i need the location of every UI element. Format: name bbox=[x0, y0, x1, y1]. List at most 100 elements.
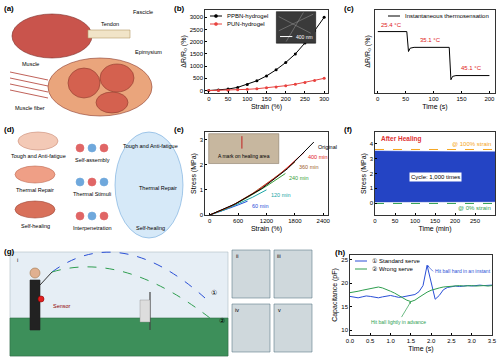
svg-text:25: 25 bbox=[341, 257, 348, 263]
svg-text:Cycle: 1,000 times: Cycle: 1,000 times bbox=[411, 174, 460, 180]
svg-text:500: 500 bbox=[193, 75, 204, 81]
svg-text:Time (min): Time (min) bbox=[418, 225, 451, 233]
svg-text:(c): (c) bbox=[344, 4, 354, 13]
svg-text:Thermal Stimuli: Thermal Stimuli bbox=[73, 191, 111, 197]
svg-text:50: 50 bbox=[225, 96, 232, 102]
svg-text:45.1 °C: 45.1 °C bbox=[461, 65, 482, 71]
svg-text:Tough and Anti-fatigue: Tough and Anti-fatigue bbox=[11, 153, 66, 159]
svg-text:150: 150 bbox=[457, 96, 468, 102]
svg-text:1.5: 1.5 bbox=[407, 338, 416, 344]
svg-text:200: 200 bbox=[484, 96, 495, 102]
svg-text:300: 300 bbox=[319, 96, 330, 102]
svg-text:50: 50 bbox=[402, 96, 409, 102]
svg-text:100: 100 bbox=[242, 96, 253, 102]
svg-text:Self-assembly: Self-assembly bbox=[75, 157, 110, 163]
svg-text:(g): (g) bbox=[4, 247, 15, 256]
svg-text:Strain (%): Strain (%) bbox=[251, 103, 282, 111]
svg-text:100: 100 bbox=[410, 218, 421, 224]
svg-text:1: 1 bbox=[200, 187, 204, 193]
svg-text:(d): (d) bbox=[4, 125, 15, 134]
svg-text:240 min: 240 min bbox=[289, 175, 309, 181]
svg-text:600: 600 bbox=[233, 218, 244, 224]
svg-text:1.0: 1.0 bbox=[386, 338, 395, 344]
svg-text:3: 3 bbox=[200, 137, 204, 143]
svg-text:Stress (MPa): Stress (MPa) bbox=[360, 153, 368, 194]
svg-text:PPBN-hydrogel: PPBN-hydrogel bbox=[227, 13, 268, 19]
svg-text:1: 1 bbox=[370, 185, 374, 191]
svg-text:ii: ii bbox=[236, 253, 238, 259]
svg-text:Time (s): Time (s) bbox=[422, 103, 447, 111]
svg-text:0: 0 bbox=[207, 96, 211, 102]
svg-text:Thermal Repair: Thermal Repair bbox=[139, 185, 177, 191]
svg-text:20: 20 bbox=[341, 280, 348, 286]
svg-text:2000: 2000 bbox=[190, 39, 204, 45]
svg-text:Thermal Repair: Thermal Repair bbox=[16, 187, 54, 193]
svg-text:400 min: 400 min bbox=[308, 154, 328, 160]
svg-text:3000: 3000 bbox=[190, 14, 204, 20]
svg-text:①: ① bbox=[211, 289, 217, 296]
svg-text:50: 50 bbox=[392, 218, 399, 224]
svg-text:35.1 °C: 35.1 °C bbox=[420, 37, 441, 43]
svg-text:Self-healing: Self-healing bbox=[21, 223, 50, 229]
svg-text:0: 0 bbox=[373, 218, 377, 224]
svg-text:iv: iv bbox=[235, 307, 239, 313]
svg-text:iii: iii bbox=[277, 253, 281, 259]
svg-text:100: 100 bbox=[429, 96, 440, 102]
svg-text:4: 4 bbox=[370, 141, 374, 147]
svg-text:(b): (b) bbox=[174, 4, 185, 13]
svg-text:A mark on healing area: A mark on healing area bbox=[218, 153, 270, 159]
svg-text:0: 0 bbox=[376, 96, 380, 102]
svg-text:Fascicle: Fascicle bbox=[133, 9, 153, 15]
svg-text:250: 250 bbox=[470, 218, 481, 224]
svg-text:ΔR/R₀ (%): ΔR/R₀ (%) bbox=[364, 35, 372, 67]
svg-text:250: 250 bbox=[300, 96, 311, 102]
svg-text:(h): (h) bbox=[335, 248, 346, 257]
svg-text:Tendon: Tendon bbox=[101, 21, 119, 27]
svg-text:(e): (e) bbox=[174, 125, 184, 134]
svg-text:Muscle: Muscle bbox=[22, 61, 39, 67]
svg-text:1000: 1000 bbox=[190, 63, 204, 69]
svg-text:15: 15 bbox=[341, 304, 348, 310]
svg-text:Tough and Anti-fatigue: Tough and Anti-fatigue bbox=[123, 143, 178, 149]
svg-text:Epimysium: Epimysium bbox=[135, 49, 162, 55]
svg-text:120 min: 120 min bbox=[271, 192, 291, 198]
svg-text:2.5: 2.5 bbox=[447, 338, 456, 344]
svg-text:Self-healing: Self-healing bbox=[136, 225, 165, 231]
svg-text:10: 10 bbox=[341, 327, 348, 333]
svg-text:0.5: 0.5 bbox=[366, 338, 375, 344]
svg-text:@ 0% strain: @ 0% strain bbox=[458, 205, 491, 211]
svg-text:0: 0 bbox=[200, 212, 204, 218]
svg-text:0: 0 bbox=[208, 218, 212, 224]
svg-text:1500: 1500 bbox=[190, 51, 204, 57]
svg-text:Time (s): Time (s) bbox=[408, 345, 433, 353]
svg-text:After Healing: After Healing bbox=[381, 135, 421, 143]
svg-text:② Wrong serve: ② Wrong serve bbox=[372, 266, 414, 272]
svg-text:2500: 2500 bbox=[190, 27, 204, 33]
svg-text:0: 0 bbox=[200, 88, 204, 94]
svg-text:Muscle fiber: Muscle fiber bbox=[15, 105, 45, 111]
svg-text:Capacitance (pF): Capacitance (pF) bbox=[331, 268, 339, 322]
svg-text:150: 150 bbox=[430, 218, 441, 224]
svg-text:Stress (MPa): Stress (MPa) bbox=[190, 153, 198, 194]
svg-text:2.0: 2.0 bbox=[427, 338, 436, 344]
svg-text:60 min: 60 min bbox=[252, 203, 269, 209]
svg-text:Hit ball hard in an instant: Hit ball hard in an instant bbox=[435, 268, 491, 274]
svg-text:(f): (f) bbox=[344, 125, 352, 134]
svg-text:②: ② bbox=[219, 317, 225, 324]
svg-text:Strain (%): Strain (%) bbox=[251, 225, 282, 233]
svg-text:0.0: 0.0 bbox=[346, 338, 355, 344]
svg-text:0: 0 bbox=[370, 200, 374, 206]
svg-text:Instantaneous thermosensation: Instantaneous thermosensation bbox=[405, 13, 489, 19]
svg-text:3: 3 bbox=[370, 156, 374, 162]
svg-text:2400: 2400 bbox=[317, 218, 331, 224]
svg-text:ΔR/R₀ (%): ΔR/R₀ (%) bbox=[180, 35, 188, 67]
svg-text:1800: 1800 bbox=[288, 218, 302, 224]
svg-text:25.4 °C: 25.4 °C bbox=[381, 22, 402, 28]
svg-text:2: 2 bbox=[200, 162, 204, 168]
svg-text:Hit ball lightly in advance: Hit ball lightly in advance bbox=[371, 319, 426, 325]
svg-text:400 nm: 400 nm bbox=[296, 34, 313, 40]
svg-text:@ 100% strain: @ 100% strain bbox=[452, 141, 491, 147]
svg-text:200: 200 bbox=[281, 96, 292, 102]
svg-text:(a): (a) bbox=[4, 4, 14, 13]
svg-text:360 min: 360 min bbox=[299, 164, 319, 170]
